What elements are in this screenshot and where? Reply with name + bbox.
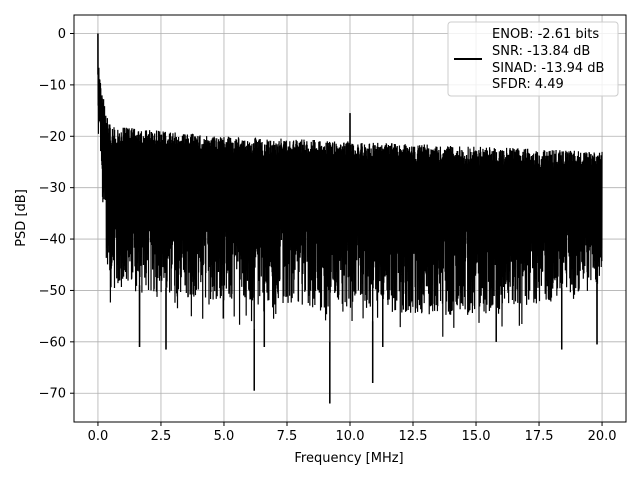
x-tick-label: 2.5 — [151, 429, 172, 444]
x-tick-label: 0.0 — [88, 429, 109, 444]
y-tick-label: −60 — [39, 335, 66, 350]
psd-trace — [97, 33, 603, 404]
legend-entry-enob: ENOB: -2.61 bits — [492, 27, 599, 42]
x-tick-label: 7.5 — [277, 429, 298, 444]
x-tick-label: 15.0 — [462, 429, 491, 444]
legend-box — [447, 21, 619, 97]
y-tick-label: −70 — [39, 387, 66, 402]
y-axis-ticks: 0 −10 −20 −30 −40 −50 −60 −70 — [39, 27, 74, 402]
y-tick-label: −20 — [39, 130, 66, 145]
x-tick-label: 17.5 — [525, 429, 554, 444]
y-tick-label: −30 — [39, 181, 66, 196]
x-tick-label: 20.0 — [588, 429, 617, 444]
x-tick-label: 12.5 — [399, 429, 428, 444]
x-tick-label: 10.0 — [336, 429, 365, 444]
legend-entry-sinad: SINAD: -13.94 dB — [492, 61, 604, 76]
y-tick-label: −10 — [39, 78, 66, 93]
legend-entry-sfdr: SFDR: 4.49 — [492, 77, 564, 92]
x-tick-label: 5.0 — [214, 429, 235, 444]
y-tick-label: 0 — [58, 27, 66, 42]
x-axis-ticks: 0.0 2.5 5.0 7.5 10.0 12.5 15.0 17.5 20.0 — [88, 422, 617, 444]
legend-entry-snr: SNR: -13.84 dB — [492, 44, 590, 59]
y-tick-label: −50 — [39, 284, 66, 299]
legend: ENOB: -2.61 bits SNR: -13.84 dB SINAD: -… — [447, 21, 619, 97]
x-axis-label: Frequency [MHz] — [294, 451, 403, 466]
y-axis-label: PSD [dB] — [14, 189, 29, 247]
series-line — [97, 33, 603, 404]
y-tick-label: −40 — [39, 233, 66, 248]
